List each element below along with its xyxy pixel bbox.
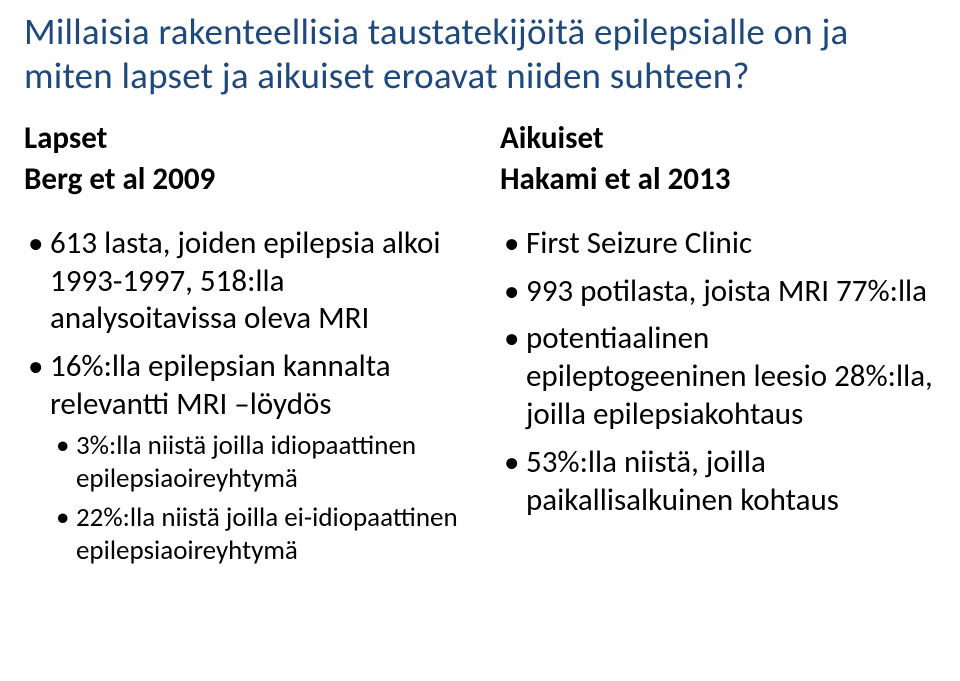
- list-item: 3%:lla niistä joilla idiopaattinen epile…: [50, 430, 460, 496]
- right-bullets: First Seizure Clinic 993 potilasta, jois…: [500, 225, 936, 520]
- list-item: 16%:lla epilepsian kannalta relevantti M…: [24, 348, 460, 567]
- left-column: Lapset Berg et al 2009 613 lasta, joiden…: [24, 119, 460, 577]
- list-item-text: 16%:lla epilepsian kannalta relevantti M…: [50, 347, 391, 423]
- slide: Millaisia rakenteellisia taustatekijöitä…: [0, 0, 960, 681]
- list-item: 53%:lla niistä, joilla paikallisalkuinen…: [500, 444, 936, 520]
- list-item: 993 potilasta, joista MRI 77%:lla: [500, 273, 936, 311]
- right-heading: Aikuiset: [500, 119, 936, 158]
- list-item: First Seizure Clinic: [500, 225, 936, 263]
- right-column: Aikuiset Hakami et al 2013 First Seizure…: [500, 119, 936, 577]
- columns: Lapset Berg et al 2009 613 lasta, joiden…: [24, 119, 936, 577]
- slide-title: Millaisia rakenteellisia taustatekijöitä…: [24, 10, 936, 97]
- left-subbullets: 3%:lla niistä joilla idiopaattinen epile…: [50, 430, 460, 568]
- left-subheading: Berg et al 2009: [24, 160, 460, 199]
- right-subheading: Hakami et al 2013: [500, 160, 936, 199]
- list-item: 613 lasta, joiden epilepsia alkoi 1993-1…: [24, 225, 460, 338]
- left-heading: Lapset: [24, 119, 460, 158]
- left-bullets: 613 lasta, joiden epilepsia alkoi 1993-1…: [24, 225, 460, 568]
- list-item: potentiaalinen epileptogeeninen leesio 2…: [500, 320, 936, 433]
- list-item: 22%:lla niistä joilla ei-idiopaattinen e…: [50, 502, 460, 568]
